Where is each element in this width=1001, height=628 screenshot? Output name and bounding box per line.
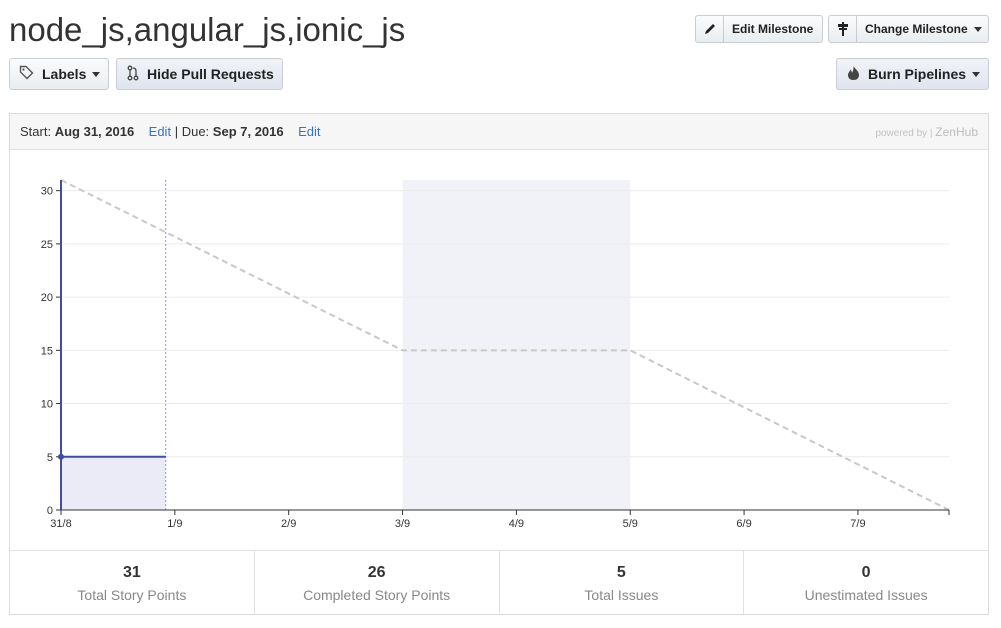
weekend-band: [402, 180, 631, 510]
start-date: Aug 31, 2016: [54, 124, 135, 139]
stat-label: Total Issues: [584, 587, 659, 603]
remaining-area: [61, 456, 166, 510]
stat-value: 31: [122, 564, 141, 581]
change-milestone-button[interactable]: Change Milestone: [828, 15, 989, 43]
edit-milestone-label: Edit Milestone: [732, 22, 814, 36]
y-tick-label: 0: [47, 505, 53, 517]
edit-milestone-button[interactable]: Edit Milestone: [695, 15, 823, 43]
stat-label: Completed Story Points: [303, 587, 451, 603]
chevron-down-icon: [972, 71, 981, 77]
stat-total-issues: 5 Total Issues: [500, 551, 745, 614]
y-tick-label: 5: [47, 452, 53, 464]
x-tick-label: 2/9: [281, 518, 296, 530]
x-tick-label: 1/9: [167, 518, 182, 530]
stat-completed-story-points: 26 Completed Story Points: [255, 551, 500, 614]
signpost-icon: [829, 16, 857, 42]
labels-button[interactable]: Labels: [9, 58, 109, 90]
edit-due-link[interactable]: Edit: [298, 124, 321, 139]
tag-icon: [19, 65, 34, 83]
start-label: Start:: [20, 124, 52, 139]
due-date: Sep 7, 2016: [212, 124, 284, 139]
burn-pipelines-label: Burn Pipelines: [868, 66, 967, 82]
chevron-down-icon: [92, 71, 101, 77]
powered-by: powered by | ZenHub: [875, 114, 978, 152]
remaining-line: [60, 180, 166, 458]
pencil-icon: [696, 16, 724, 42]
y-tick-label: 25: [41, 239, 53, 251]
powered-by-text: powered by |: [875, 128, 933, 139]
zenhub-brand[interactable]: ZenHub: [935, 125, 978, 139]
x-tick-label: 31/8: [50, 518, 71, 530]
y-tick-label: 20: [41, 292, 53, 304]
edit-start-link[interactable]: Edit: [148, 124, 172, 139]
ideal-burndown-line: [60, 179, 950, 511]
x-tick-label: 7/9: [850, 518, 865, 530]
due-label: Due:: [181, 124, 210, 139]
milestone-dates-bar: Start: Aug 31, 2016 Edit | Due: Sep 7, 2…: [10, 114, 988, 150]
date-separator: |: [174, 124, 179, 139]
stat-value: 0: [861, 564, 871, 581]
stat-label: Unestimated Issues: [804, 587, 928, 603]
hide-pull-requests-label: Hide Pull Requests: [147, 66, 274, 82]
burndown-chart: 0 5 10 15 20 25 30 31/8 1/9 2/9 3/9 4/9 5/9 6/9 7/9: [41, 179, 950, 530]
y-tick-label: 30: [41, 186, 53, 198]
burn-pipelines-button[interactable]: Burn Pipelines: [836, 58, 989, 90]
flame-icon: [847, 65, 860, 84]
hide-pull-requests-button[interactable]: Hide Pull Requests: [116, 58, 283, 90]
stat-label: Total Story Points: [77, 587, 187, 603]
stat-unestimated-issues: 0 Unestimated Issues: [744, 551, 988, 614]
x-tick-label: 5/9: [623, 518, 638, 530]
stat-total-story-points: 31 Total Story Points: [10, 551, 255, 614]
pull-request-icon: [127, 65, 139, 84]
x-tick-label: 4/9: [509, 518, 524, 530]
stat-value: 5: [616, 564, 626, 581]
y-tick-label: 15: [41, 345, 53, 357]
remaining-point: [58, 453, 64, 460]
chevron-down-icon: [973, 26, 982, 32]
milestone-title: node_js,angular_js,ionic_js: [9, 11, 406, 48]
burndown-panel: Start: Aug 31, 2016 Edit | Due: Sep 7, 2…: [9, 113, 989, 615]
change-milestone-label: Change Milestone: [865, 22, 968, 36]
stat-value: 26: [367, 564, 386, 581]
x-tick-label: 6/9: [736, 518, 751, 530]
y-tick-label: 10: [41, 399, 53, 411]
labels-label: Labels: [42, 66, 87, 82]
x-tick-label: 3/9: [395, 518, 410, 530]
stats-row: 31 Total Story Points 26 Completed Story…: [10, 550, 988, 614]
